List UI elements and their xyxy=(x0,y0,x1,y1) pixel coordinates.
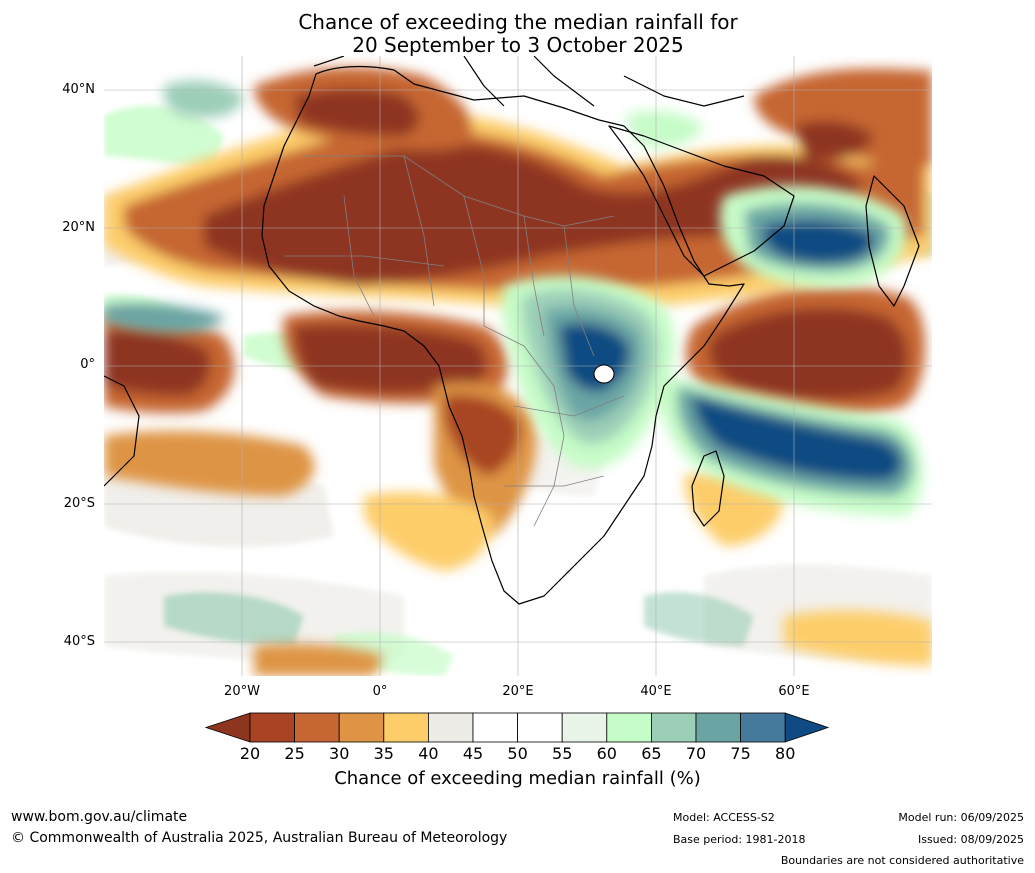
footer-issued: Issued: 08/09/2025 xyxy=(917,833,1024,846)
colorbar-tick-label: 45 xyxy=(462,744,484,763)
footer-model: Model: ACCESS-S2 xyxy=(673,811,775,824)
colorbar-bin-c65_70 xyxy=(651,712,697,743)
lat-label-0: 0° xyxy=(80,357,95,372)
lon-label-60e: 60°E xyxy=(778,684,810,699)
colorbar-tick-label: 65 xyxy=(641,744,662,763)
colorbar-tick-label: 40 xyxy=(418,744,439,763)
colorbar-tick-label: 75 xyxy=(730,744,751,763)
colorbar-bin-c30_35 xyxy=(338,712,385,743)
colorbar xyxy=(204,712,830,743)
colorbar-bin-c60_65 xyxy=(606,712,652,743)
colorbar-bin-c75_80 xyxy=(740,712,786,743)
map-graticule xyxy=(104,56,932,676)
colorbar-tick-label: 80 xyxy=(775,744,796,763)
footer-base-period: Base period: 1981-2018 xyxy=(673,833,806,846)
lat-label-20n: 20°N xyxy=(62,220,95,235)
colorbar-bin-c45_50 xyxy=(472,712,518,743)
colorbar-bin-c50_55 xyxy=(517,712,563,743)
lake-victoria xyxy=(593,364,615,384)
lon-label-40e: 40°E xyxy=(640,684,672,699)
colorbar-bin-c35_40 xyxy=(383,712,429,743)
country-borders xyxy=(284,155,625,527)
wet-anomalies xyxy=(104,80,923,516)
lon-label-0: 0° xyxy=(372,684,388,699)
colorbar-tick-label: 30 xyxy=(329,744,350,763)
lon-label-20w: 20°W xyxy=(224,684,260,699)
lat-label-40s: 40°S xyxy=(63,634,95,649)
lon-label-20e: 20°E xyxy=(502,684,534,699)
colorbar-extend-low xyxy=(204,712,251,743)
colorbar-tick-label: 55 xyxy=(552,744,573,763)
footer-website: www.bom.gov.au/climate xyxy=(11,809,188,825)
colorbar-bin-c40_45 xyxy=(427,712,474,743)
colorbar-label: Chance of exceeding median rainfall (%) xyxy=(334,768,701,789)
coastlines xyxy=(104,56,920,605)
colorbar-tick-label: 60 xyxy=(596,744,617,763)
rainfall-probability-map xyxy=(104,56,932,676)
footer-model-run: Model run: 06/09/2025 xyxy=(898,811,1024,824)
colorbar-bin-c55_60 xyxy=(561,712,608,743)
map-title-line2: 20 September to 3 October 2025 xyxy=(352,33,684,57)
colorbar-bin-c20_25 xyxy=(249,712,295,743)
colorbar-extend-high xyxy=(784,712,830,743)
colorbar-bin-c70_75 xyxy=(695,712,741,743)
lat-label-40n: 40°N xyxy=(62,82,95,97)
colorbar-tick-label: 50 xyxy=(507,744,528,763)
lat-label-20s: 20°S xyxy=(63,496,95,511)
colorbar-tick-label: 25 xyxy=(284,744,305,763)
colorbar-tick-label: 20 xyxy=(239,744,261,763)
colorbar-tick-label: 70 xyxy=(685,744,707,763)
map-title-line1: Chance of exceeding the median rainfall … xyxy=(298,10,738,34)
footer-copyright: © Commonwealth of Australia 2025, Austra… xyxy=(11,830,508,846)
footer-disclaimer: Boundaries are not considered authoritat… xyxy=(780,854,1024,867)
colorbar-bin-c25_30 xyxy=(294,712,340,743)
colorbar-tick-label: 35 xyxy=(373,744,394,763)
